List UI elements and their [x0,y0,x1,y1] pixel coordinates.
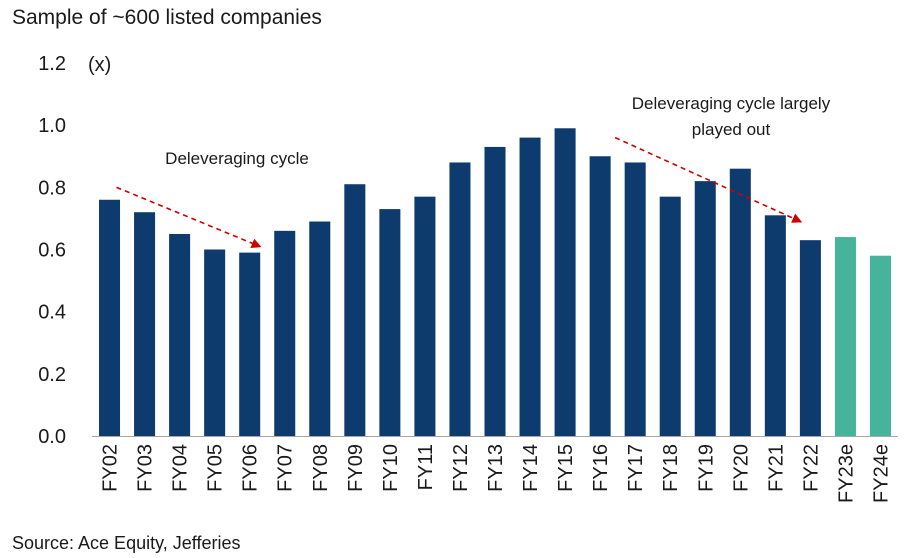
bar-fy05 [204,249,226,436]
bar-fy23e [834,237,856,436]
x-tick-label: FY20 [730,444,752,492]
x-tick-label: FY14 [520,444,542,492]
annotations: Deleveraging cycle Deleveraging cycle lar… [116,94,831,248]
x-tick-label: FY12 [450,444,472,492]
y-tick-label: 0.4 [38,302,66,324]
y-tick-label: 1.2 [38,53,66,75]
annotation-arrow [116,186,262,248]
y-axis-unit-label: (x) [88,54,111,76]
annotation-arrow [614,136,803,223]
x-tick-label: FY04 [170,444,192,492]
x-tick-label: FY10 [380,444,402,492]
bar-fy02 [99,199,121,436]
y-tick-label: 0.8 [38,177,66,199]
bar-fy03 [134,212,156,436]
chart-subtitle: Sample of ~600 listed companies [12,6,322,29]
x-tick-label: FY18 [660,444,682,492]
bars [99,128,891,437]
y-tick-label: 0.6 [38,240,66,262]
bar-fy04 [169,233,191,436]
x-tick-label: FY08 [310,444,332,492]
bar-fy10 [379,209,401,436]
x-tick-label: FY09 [345,444,367,492]
y-tick-label: 0.2 [38,364,66,386]
x-tick-label: FY15 [555,444,577,492]
y-tick-label: 0.0 [38,426,66,448]
bar-fy15 [554,128,576,436]
bar-fy19 [694,181,716,436]
annotation-text: played out [692,120,771,139]
x-axis-tick-labels: FY02 FY03 FY04 FY05 FY06 FY07 FY08 FY09 FY10 FY11… [100,444,893,503]
x-tick-label: FY07 [275,444,297,492]
bar-fy13 [484,146,506,437]
x-tick-label: FY24e [870,444,892,503]
bar-fy07 [274,230,296,436]
x-tick-label: FY13 [485,444,507,492]
x-tick-label: FY17 [625,444,647,492]
bar-fy24e [869,255,891,436]
x-tick-label: FY19 [695,444,717,492]
source-note: Source: Ace Equity, Jefferies [12,533,241,553]
x-tick-label: FY03 [135,444,157,492]
x-tick-label: FY16 [590,444,612,492]
x-tick-label: FY05 [205,444,227,492]
bar-fy16 [589,156,611,436]
bar-fy17 [624,162,646,436]
annotation-text: Deleveraging cycle largely [632,94,831,113]
y-axis-tick-labels: 0.0 0.2 0.4 0.6 0.8 1.0 1.2 [38,53,66,448]
bar-fy22 [799,240,821,436]
bar-fy09 [344,184,366,436]
x-tick-label: FY22 [800,444,822,492]
bar-fy20 [729,168,751,436]
bar-fy08 [309,221,331,436]
bar-fy18 [659,196,681,436]
x-tick-label: FY21 [765,444,787,492]
bar-fy12 [449,162,471,436]
x-tick-label: FY06 [240,444,262,492]
x-tick-label: FY02 [100,444,122,492]
bar-fy11 [414,196,436,436]
annotation-text: Deleveraging cycle [165,149,309,168]
bar-fy21 [764,215,786,436]
x-tick-label: FY23e [835,444,857,503]
y-tick-label: 1.0 [38,115,66,137]
bar-fy06 [239,252,261,436]
bar-fy14 [519,137,541,436]
x-tick-label: FY11 [415,444,437,490]
